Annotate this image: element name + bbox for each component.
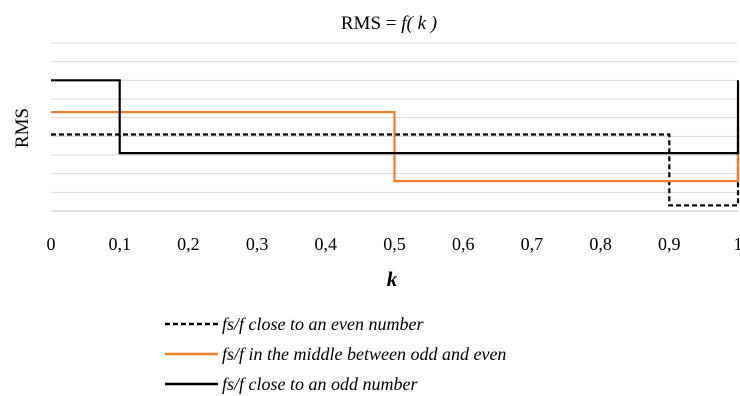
x-tick-label: 1 xyxy=(734,234,740,254)
x-tick-label: 0,4 xyxy=(315,234,338,254)
x-tick-label: 0,7 xyxy=(521,234,544,254)
x-tick-labels: 0 0,1 0,2 0,3 0,4 0,5 0,6 0,7 0,8 0,9 1 xyxy=(47,234,740,254)
x-tick-label: 0,6 xyxy=(452,234,475,254)
x-tick-label: 0,8 xyxy=(589,234,612,254)
legend: fs/f close to an even number fs/f in the … xyxy=(165,314,506,394)
x-tick-label: 0 xyxy=(47,234,56,254)
x-tick-label: 0,2 xyxy=(177,234,200,254)
series-line-3 xyxy=(51,79,740,155)
y-axis-label: RMS xyxy=(12,108,33,148)
series-lines xyxy=(51,79,740,207)
x-tick-label: 0,1 xyxy=(108,234,131,254)
series-line-2 xyxy=(51,95,740,183)
legend-label-3: fs/f close to an odd number xyxy=(222,374,418,394)
legend-label-2: fs/f in the middle between odd and even xyxy=(222,344,506,364)
x-tick-label: 0,3 xyxy=(246,234,269,254)
x-tick-label: 0,9 xyxy=(658,234,681,254)
chart-title-function: f( k ) xyxy=(401,13,437,34)
chart-title-prefix: RMS = xyxy=(341,13,401,34)
legend-label-1: fs/f close to an even number xyxy=(222,314,424,334)
x-tick-label: 0,5 xyxy=(383,234,406,254)
chart-title: RMS = f( k ) xyxy=(341,13,437,34)
x-axis-label: k xyxy=(387,267,398,291)
